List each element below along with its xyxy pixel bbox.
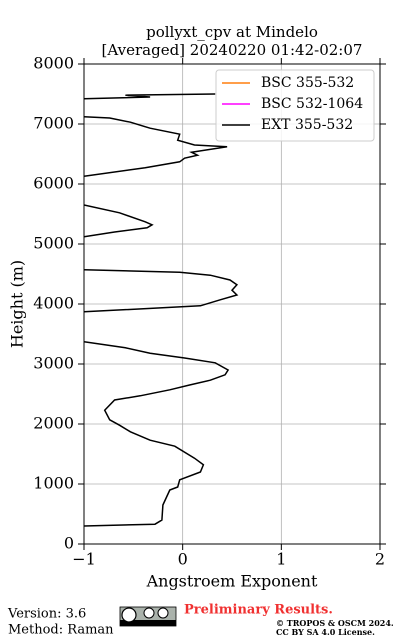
plot-frame [83, 63, 381, 545]
legend-label: BSC 532-1064 [261, 96, 363, 112]
profile-line [84, 93, 239, 527]
y-tick-label: 0 [64, 534, 74, 553]
copyright: © TROPOS & OSCM 2024. [276, 618, 394, 628]
y-tick-label: 2000 [33, 414, 74, 433]
y-tick-label: 3000 [33, 354, 74, 373]
license: CC BY SA 4.0 License. [276, 627, 375, 637]
x-tick-label: 1 [276, 550, 286, 569]
legend-box [215, 69, 375, 142]
y-axis-label: Height (m) [8, 260, 27, 348]
y-tick-label: 6000 [33, 174, 74, 193]
legend: BSC 355-532 BSC 532-1064 EXT 355-532 [215, 69, 375, 142]
legend-label: BSC 355-532 [261, 75, 354, 91]
y-tick-label: 4000 [33, 294, 74, 313]
version: Version: 3.6 [7, 607, 86, 622]
method: Method: Raman [8, 623, 114, 638]
y-tick-label: 5000 [33, 234, 74, 253]
lines [84, 93, 239, 527]
preliminary-note: Preliminary Results. [184, 603, 333, 618]
cc-logo [119, 606, 177, 627]
chart-subtitle: [Averaged] 20240220 01:42-02:07 [102, 41, 363, 59]
y-tick-label: 1000 [33, 474, 74, 493]
y-tick-label: 8000 [33, 54, 74, 73]
chart-title: pollyxt_cpv at Mindelo [146, 23, 318, 41]
x-tick-label: 0 [178, 550, 188, 569]
x-tick-label: 2 [375, 550, 385, 569]
y-tick-label: 7000 [33, 114, 74, 133]
legend-label: EXT 355-532 [261, 117, 353, 133]
x-tick-label: −1 [72, 550, 96, 569]
x-axis-label: Angstroem Exponent [146, 572, 318, 591]
